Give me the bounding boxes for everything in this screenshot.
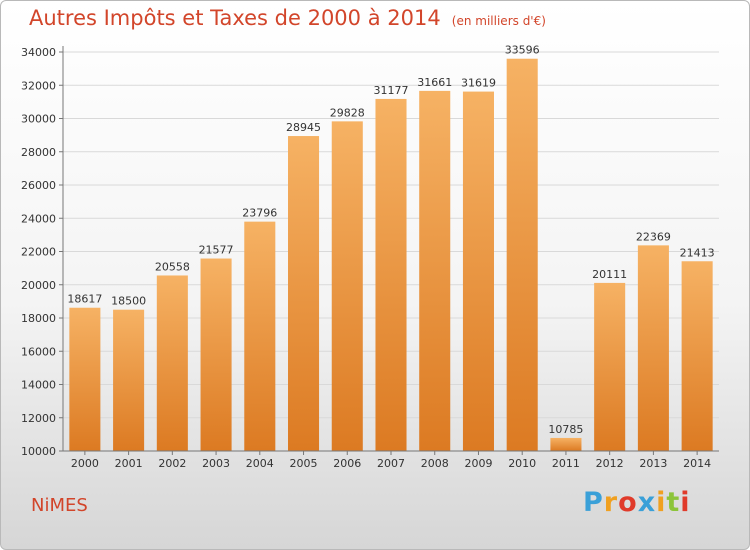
bar	[375, 98, 407, 451]
logo-letter: t	[666, 487, 681, 518]
logo-letter: P	[583, 487, 604, 518]
bar-value-label: 28945	[286, 121, 321, 134]
bar	[200, 258, 232, 451]
bar-value-label: 18500	[111, 295, 146, 308]
chart-title: Autres Impôts et Taxes de 2000 à 2014 (e…	[29, 6, 546, 30]
x-tick-label: 2008	[421, 457, 449, 470]
x-tick-label: 2002	[158, 457, 186, 470]
bar	[506, 58, 538, 452]
y-tick-label: 12000	[21, 412, 56, 425]
bar	[594, 282, 626, 451]
bar-value-label: 31661	[417, 76, 452, 89]
x-tick-label: 2004	[246, 457, 274, 470]
bar	[550, 437, 582, 451]
y-tick-label: 22000	[21, 246, 56, 259]
bar	[462, 91, 494, 452]
bar	[113, 309, 145, 451]
bar	[244, 221, 276, 451]
y-tick-label: 18000	[21, 312, 56, 325]
bar	[331, 121, 363, 451]
x-tick-label: 2013	[639, 457, 667, 470]
bar-value-label: 21577	[199, 244, 234, 257]
title-main: Autres Impôts et Taxes de 2000 à 2014	[29, 6, 441, 30]
proxiti-logo: Proxiti	[583, 487, 691, 518]
x-tick-label: 2014	[683, 457, 711, 470]
y-tick-label: 10000	[21, 445, 56, 458]
bar	[419, 90, 451, 452]
y-tick-label: 16000	[21, 345, 56, 358]
x-tick-label: 2003	[202, 457, 230, 470]
y-tick-label: 28000	[21, 146, 56, 159]
bar-value-label: 21413	[680, 246, 715, 259]
x-tick-label: 2006	[333, 457, 361, 470]
y-tick-label: 24000	[21, 212, 56, 225]
logo-letter: o	[618, 487, 638, 518]
bar-value-label: 20111	[592, 268, 627, 281]
bars: 18617 18500 20558 21577 23796 28945 29828 31177…	[67, 44, 715, 452]
title-unit: (en milliers d'€)	[451, 14, 546, 28]
bar	[69, 307, 101, 451]
bar-value-label: 18617	[67, 293, 102, 306]
x-tick-label: 2005	[290, 457, 318, 470]
y-tick-label: 34000	[21, 46, 56, 59]
logo-letter: r	[603, 487, 619, 518]
x-tick-label: 2011	[552, 457, 580, 470]
bar-value-label: 10785	[548, 423, 583, 436]
x-tick-label: 2007	[377, 457, 405, 470]
y-tick-label: 32000	[21, 79, 56, 92]
logo-letter: i	[656, 487, 667, 518]
y-tick-label: 26000	[21, 179, 56, 192]
bar-value-label: 22369	[636, 230, 671, 243]
y-tick-label: 14000	[21, 379, 56, 392]
x-tick-label: 2012	[596, 457, 624, 470]
y-tick-label: 20000	[21, 279, 56, 292]
x-tick-label: 2010	[508, 457, 536, 470]
bar-value-label: 29828	[330, 106, 365, 119]
x-tick-label: 2001	[115, 457, 143, 470]
bar-value-label: 31619	[461, 77, 496, 90]
x-tick-label: 2000	[71, 457, 99, 470]
bar-value-label: 23796	[242, 207, 277, 220]
logo-letter: x	[637, 487, 657, 518]
logo-letter: i	[680, 487, 691, 518]
bar-value-label: 20558	[155, 260, 190, 273]
y-tick-label: 30000	[21, 113, 56, 126]
bar	[156, 275, 188, 451]
bar-value-label: 33596	[505, 44, 540, 57]
x-tick-label: 2009	[464, 457, 492, 470]
axes: 10000 12000 14000 16000 18000 20000 22000 24000…	[21, 46, 719, 470]
bar	[637, 245, 669, 451]
bar-value-label: 31177	[374, 84, 409, 97]
bar	[681, 261, 713, 451]
bar	[288, 136, 320, 451]
city-name: NiMES	[31, 495, 88, 516]
